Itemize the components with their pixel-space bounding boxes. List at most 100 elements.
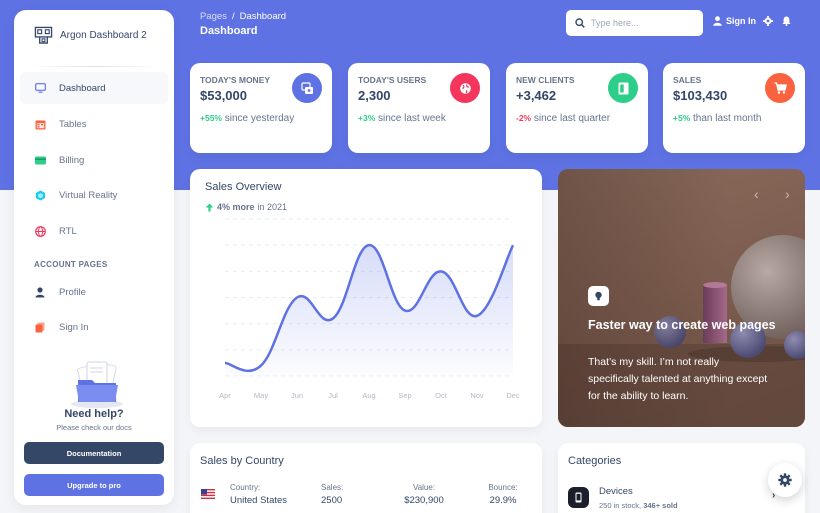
carousel-next-button[interactable]: › [785,186,790,202]
x-axis-tick-label: Apr [219,391,231,400]
stat-description: +3% since last week [358,110,468,127]
brand-logo-icon [34,26,53,44]
value-label: Value: [412,483,436,492]
brand-divider [28,66,160,67]
stat-card-todays-users: TODAY'S USERS 2,300 +3% since last week [348,63,490,153]
carousel-title: Faster way to create web pages [588,318,776,332]
stat-change-text: since yesterday [221,113,295,124]
credit-card-icon [34,154,46,166]
bounce-label: Bounce: [488,483,518,492]
gear-icon[interactable] [763,16,773,26]
value-cell: Value: $230,900 [394,483,454,506]
table-row: Country: United States Sales: 2500 Value… [190,483,542,511]
x-axis-tick-label: Jul [328,391,338,400]
sidebar-item-label: RTL [59,225,77,237]
stat-description: -2% since last quarter [516,110,626,127]
sidebar-item-billing[interactable]: Billing [20,144,168,176]
stat-title: TODAY'S USERS [358,75,427,85]
stat-value: +3,462 [516,88,557,103]
x-axis-tick-label: Sep [398,391,411,400]
carousel-image [558,235,805,427]
sales-overview-period: in 2021 [257,202,288,212]
header-sign-in-link[interactable]: Sign In [713,16,756,26]
stat-title: SALES [673,75,702,85]
stat-value: $103,430 [673,88,728,103]
stat-card-todays-money: TODAY'S MONEY $53,000 +55% since yesterd… [190,63,332,153]
carousel-text: That’s my skill. I’m not really specific… [588,356,768,402]
breadcrumb-pages-link[interactable]: Pages [200,11,227,22]
breadcrumb: Pages / Dashboard [200,11,286,22]
x-axis-tick-label: Jun [291,391,303,400]
help-title: Need help? [64,408,124,420]
us-flag-icon [201,489,215,499]
stat-card-new-clients: NEW CLIENTS +3,462 -2% since last quarte… [506,63,648,153]
x-axis-tick-label: Aug [362,391,375,400]
cart-icon [765,73,795,103]
stat-title: TODAY'S MONEY [200,75,271,85]
sales-overview-subtitle: 4% more in 2021 [205,202,287,212]
sidebar-item-rtl[interactable]: RTL [20,215,168,247]
breadcrumb-separator: / [231,11,235,22]
carousel[interactable]: ‹ › Faster way to create web pages That’… [558,169,805,427]
copy-icon [34,321,46,333]
category-name: Devices [599,486,633,497]
sidebar: Argon Dashboard 2 Dashboard Tables Billi… [14,10,174,505]
sales-by-country-title: Sales by Country [200,455,284,467]
upgrade-to-pro-button[interactable]: Upgrade to pro [24,474,164,496]
world-icon [450,73,480,103]
brand[interactable]: Argon Dashboard 2 [34,24,147,46]
arrow-up-icon [205,203,214,211]
sidebar-item-sign-in[interactable]: Sign In [20,311,168,343]
bounce-cell: Bounce: 29.9% [486,483,520,506]
sidebar-item-dashboard[interactable]: Dashboard [20,72,168,104]
sidebar-item-label: Virtual Reality [59,189,118,201]
stat-change: +5% [673,113,691,123]
sales-overview-card: Sales Overview 4% more in 2021 Apr May Jun… [190,169,542,427]
country-cell: Country: United States [230,483,287,506]
sidebar-item-label: Tables [59,118,87,130]
search-icon [575,18,585,28]
category-stock: 250 in stock, [599,501,644,510]
app-icon [34,189,46,201]
sidebar-item-virtual-reality[interactable]: Virtual Reality [20,179,168,211]
category-chevron-button[interactable]: › [772,490,776,501]
sales-line-area [225,245,513,376]
sales-label: Sales: [321,483,344,492]
country-label: Country: [230,483,261,492]
stat-change-text: since last quarter [531,113,611,124]
sidebar-item-label: Dashboard [59,82,106,94]
stat-description: +55% since yesterday [200,110,310,127]
user-icon [34,286,46,298]
sales-cell: Sales: 2500 [321,483,343,506]
categories-title: Categories [568,455,622,467]
stat-value: $53,000 [200,88,247,103]
sidebar-item-tables[interactable]: Tables [20,108,168,140]
bulb-icon [588,286,609,306]
sales-overview-chart: Apr May Jun Jul Aug Sep Oct Nov Dec [219,218,520,400]
search-box[interactable] [566,10,703,36]
stat-change: +3% [358,113,376,123]
sidebar-item-profile[interactable]: Profile [20,276,168,308]
category-meta: 250 in stock, 346+ sold [599,501,678,510]
settings-fab-button[interactable] [768,463,802,497]
carousel-prev-button[interactable]: ‹ [754,186,759,202]
stat-title: NEW CLIENTS [516,75,575,85]
gear-icon [778,473,792,487]
sign-in-label: Sign In [726,16,756,26]
documentation-button[interactable]: Documentation [24,442,164,464]
paper-icon [608,73,638,103]
x-axis-tick-label: Dec [506,391,520,400]
stat-change-text: than last month [690,113,762,124]
help-subtitle: Please check our docs [56,423,132,432]
sales-overview-change: 4% more [217,202,255,212]
x-axis-tick-label: Oct [435,391,448,400]
stat-card-sales: SALES $103,430 +5% than last month [663,63,805,153]
search-input[interactable] [591,18,691,28]
x-axis-tick-label: May [254,391,268,400]
bell-icon[interactable] [782,16,791,26]
stat-change: +55% [200,113,222,123]
categories-card: Categories Devices 250 in stock, 346+ so… [558,443,805,513]
sales-by-country-card: Sales by Country Country: United States … [190,443,542,513]
sidebar-item-label: Billing [59,154,85,166]
mobile-icon [568,487,589,508]
